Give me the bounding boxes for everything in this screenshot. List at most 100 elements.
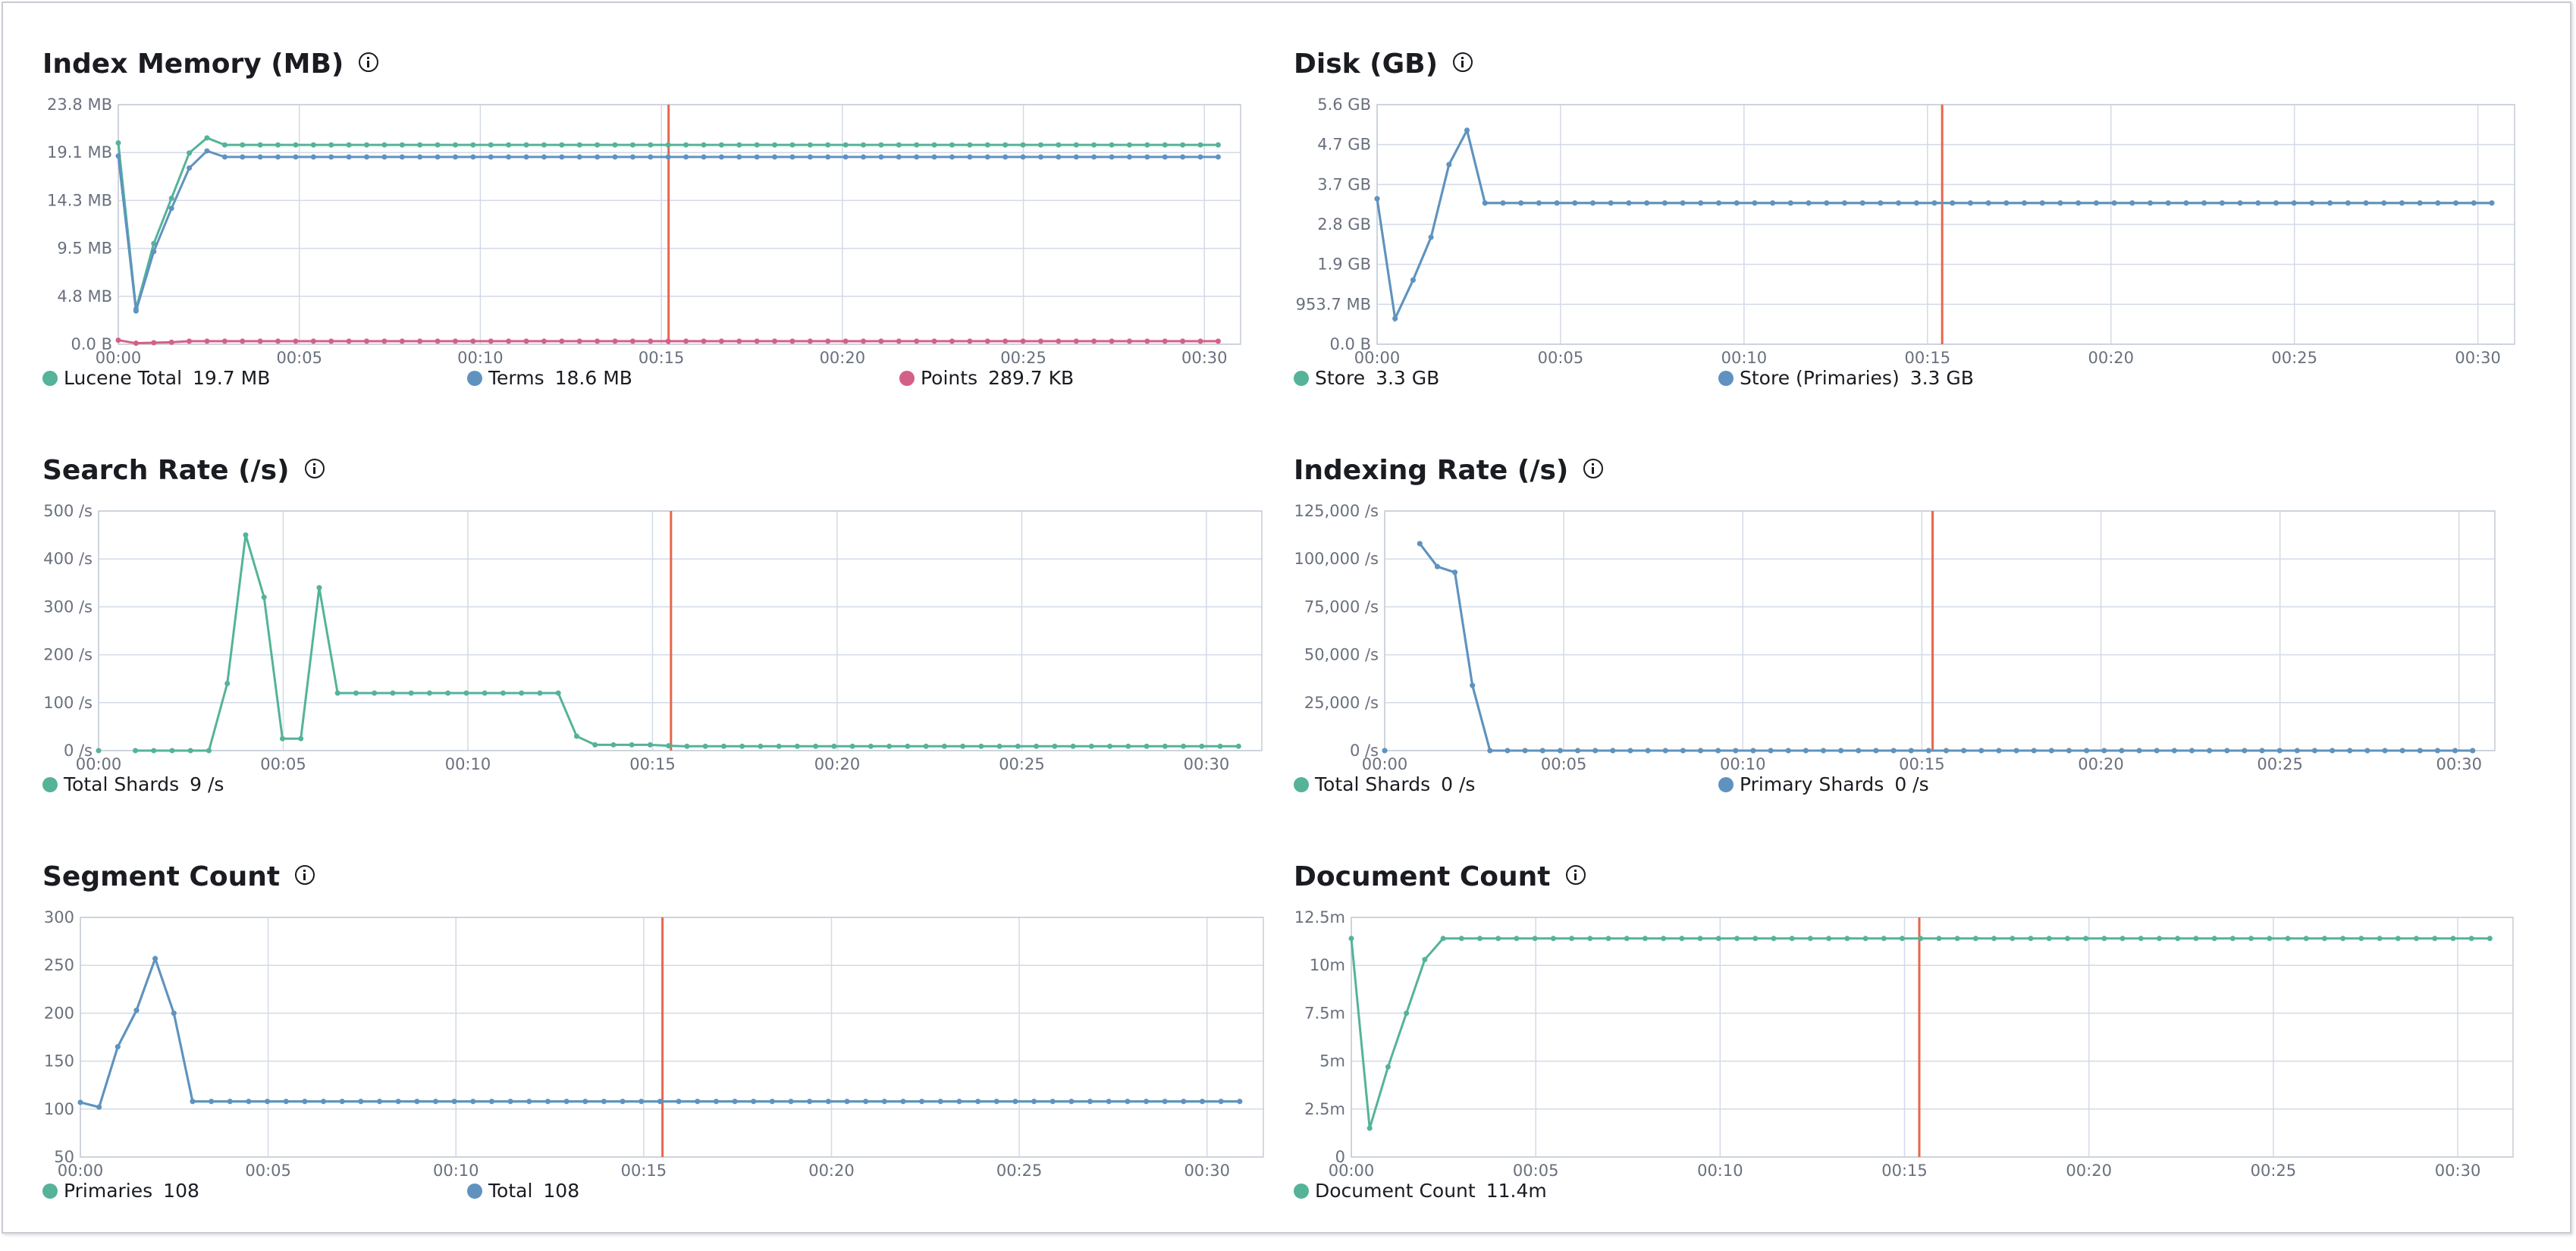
data-point <box>1446 161 1452 168</box>
data-point <box>2363 200 2369 206</box>
data-point <box>629 338 635 344</box>
x-tick-label: 00:10 <box>1721 349 1768 367</box>
y-tick-label: 100 /s <box>43 694 93 712</box>
data-point <box>949 338 955 344</box>
data-point <box>2183 200 2189 206</box>
data-point <box>257 154 263 160</box>
data-point <box>240 338 246 344</box>
data-point <box>868 743 874 749</box>
data-point <box>2136 748 2142 754</box>
legend-color-dot <box>899 370 915 386</box>
y-tick-label: 0 /s <box>1350 742 1379 760</box>
legend-item[interactable]: Total Shards 0 /s <box>1294 773 1475 795</box>
info-icon[interactable] <box>1565 865 1586 885</box>
data-point <box>1697 936 1703 942</box>
y-tick-label: 4.7 GB <box>1317 136 1371 154</box>
data-point <box>96 748 102 754</box>
info-icon[interactable] <box>1453 52 1473 72</box>
data-point <box>96 1104 102 1110</box>
data-point <box>2119 936 2126 942</box>
data-point <box>1539 748 1545 754</box>
y-tick-label: 0 <box>1335 1148 1345 1166</box>
data-point <box>914 142 920 148</box>
data-point <box>1382 748 1388 754</box>
data-point <box>187 165 193 171</box>
data-point <box>435 338 441 344</box>
data-point <box>364 154 370 160</box>
data-point <box>1015 743 1021 749</box>
data-point <box>842 338 849 344</box>
data-point <box>2487 936 2493 942</box>
data-point <box>1996 748 2002 754</box>
data-point <box>2101 936 2107 942</box>
data-point <box>736 154 742 160</box>
data-point <box>807 338 813 344</box>
data-point <box>115 1044 121 1050</box>
y-tick-label: 50,000 /s <box>1304 646 1379 664</box>
data-point <box>1789 936 1795 942</box>
legend-item[interactable]: Terms 18.6 MB <box>467 367 632 389</box>
data-point <box>2165 200 2171 206</box>
data-point <box>695 1099 701 1105</box>
data-point <box>2207 748 2213 754</box>
data-point <box>1522 748 1528 754</box>
legend-item[interactable]: Primary Shards 0 /s <box>1718 773 1929 795</box>
data-point <box>1878 200 1884 206</box>
data-point <box>559 338 565 344</box>
data-point <box>1002 142 1009 148</box>
data-point <box>240 154 246 160</box>
data-point <box>1144 743 1150 749</box>
data-point <box>1504 748 1511 754</box>
legend-item[interactable]: Store (Primaries) 3.3 GB <box>1718 367 1974 389</box>
data-point <box>960 743 966 749</box>
legend-item[interactable]: Store 3.3 GB <box>1294 367 1439 389</box>
info-icon[interactable] <box>304 459 325 478</box>
data-point <box>736 338 742 344</box>
data-point <box>482 690 488 696</box>
info-icon[interactable] <box>359 52 379 72</box>
legend-series-name: Total <box>488 1180 533 1202</box>
x-tick-label: 00:30 <box>1184 755 1230 773</box>
legend-item[interactable]: Lucene Total 19.7 MB <box>42 367 270 389</box>
chart-title: Search Rate (/s) <box>42 454 290 486</box>
data-point <box>1199 743 1205 749</box>
data-point <box>2303 936 2309 942</box>
data-point <box>275 142 281 148</box>
legend-series-name: Primary Shards <box>1740 773 1884 795</box>
x-tick-label: 00:30 <box>1181 349 1228 367</box>
panel-title-document-count: Document Count <box>1294 857 1586 896</box>
data-point <box>967 142 973 148</box>
data-point <box>863 1099 869 1105</box>
y-tick-label: 12.5m <box>1294 908 1345 926</box>
data-point <box>751 1099 757 1105</box>
info-icon[interactable] <box>295 865 315 885</box>
legend-item[interactable]: Total Shards 9 /s <box>42 773 224 795</box>
data-point <box>1972 936 1978 942</box>
data-point <box>2311 748 2317 754</box>
data-point <box>937 1099 943 1105</box>
data-point <box>302 1099 308 1105</box>
data-point <box>506 154 512 160</box>
legend-item[interactable]: Document Count 11.4m <box>1294 1180 1547 1202</box>
data-point <box>794 743 800 749</box>
chart-title: Disk (GB) <box>1294 48 1439 80</box>
panel-title-index-memory: Index Memory (MB) <box>42 44 379 83</box>
data-point <box>720 743 726 749</box>
data-point <box>702 743 708 749</box>
data-point <box>523 142 529 148</box>
data-point <box>2309 200 2315 206</box>
legend-series-value: 19.7 MB <box>193 367 271 389</box>
data-point <box>666 743 672 749</box>
legend-item[interactable]: Points 289.7 KB <box>899 367 1074 389</box>
legend-item[interactable]: Total 108 <box>467 1180 579 1202</box>
data-point <box>1734 936 1740 942</box>
data-point <box>592 742 598 748</box>
data-point <box>1554 200 1560 206</box>
data-point <box>1020 142 1026 148</box>
data-point <box>395 1099 401 1105</box>
data-point <box>500 690 506 696</box>
data-point <box>896 154 902 160</box>
legend-item[interactable]: Primaries 108 <box>42 1180 199 1202</box>
info-icon[interactable] <box>1583 459 1604 478</box>
data-point <box>2255 200 2261 206</box>
